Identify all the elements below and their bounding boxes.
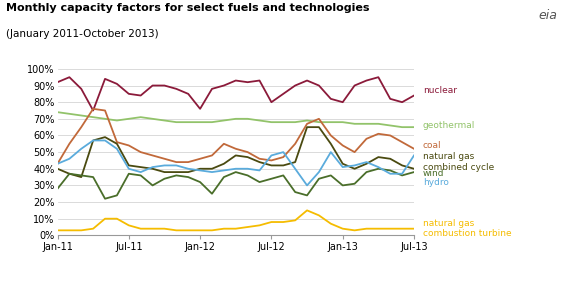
Text: (January 2011-October 2013): (January 2011-October 2013) [6,29,158,39]
Text: nuclear: nuclear [423,86,457,95]
Text: geothermal: geothermal [423,121,475,130]
Text: Monthly capacity factors for select fuels and technologies: Monthly capacity factors for select fuel… [6,3,369,13]
Text: coal: coal [423,141,441,150]
Text: natural gas
combined cycle: natural gas combined cycle [423,152,494,172]
Text: natural gas
combustion turbine: natural gas combustion turbine [423,219,511,238]
Text: hydro: hydro [423,178,448,187]
Text: wind: wind [423,169,444,178]
Text: eia: eia [539,9,558,22]
